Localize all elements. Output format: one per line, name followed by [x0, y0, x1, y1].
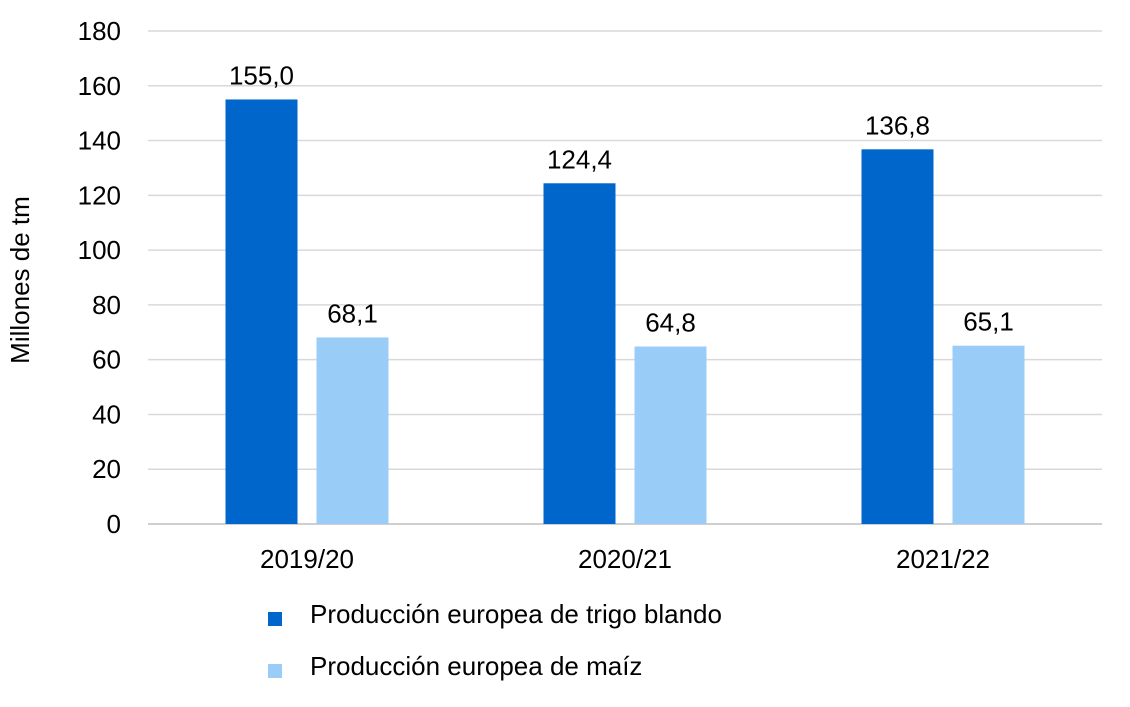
- y-tick-label: 0: [107, 509, 121, 539]
- gridlines: [148, 30, 1102, 525]
- legend-label: Producción europea de maíz: [310, 651, 642, 681]
- legend-label: Producción europea de trigo blando: [310, 599, 722, 629]
- x-tick-label: 2019/20: [260, 544, 354, 574]
- data-label: 68,1: [327, 298, 378, 328]
- y-tick-label: 80: [92, 290, 121, 320]
- x-tick-label: 2020/21: [578, 544, 672, 574]
- y-tick-label: 20: [92, 454, 121, 484]
- legend-swatch: [268, 612, 282, 626]
- y-tick-label: 120: [78, 180, 121, 210]
- x-axis-ticks: 2019/20 2020/21 2021/22: [260, 544, 990, 574]
- y-tick-label: 40: [92, 399, 121, 429]
- y-axis-ticks: 0 20 40 60 80 100 120 140 160 180: [78, 16, 121, 539]
- bar: [543, 183, 616, 524]
- bar: [225, 99, 298, 524]
- data-label: 124,4: [547, 144, 612, 174]
- data-label: 64,8: [645, 308, 696, 338]
- bars: 155,0 68,1 124,4 64,8 136,8 65,1: [225, 60, 1025, 524]
- legend: Producción europea de trigo blando Produc…: [268, 599, 722, 681]
- y-axis-label: Millones de tm: [5, 196, 35, 364]
- y-tick-label: 60: [92, 345, 121, 375]
- y-tick-label: 100: [78, 235, 121, 265]
- bar: [316, 337, 389, 524]
- y-tick-label: 140: [78, 126, 121, 156]
- bar: [634, 346, 707, 524]
- bar: [952, 345, 1025, 524]
- x-tick-label: 2021/22: [896, 544, 990, 574]
- legend-swatch: [268, 664, 282, 678]
- data-label: 136,8: [865, 110, 930, 140]
- bar: [861, 149, 934, 524]
- y-tick-label: 160: [78, 71, 121, 101]
- data-label: 155,0: [229, 60, 294, 90]
- data-label: 65,1: [963, 307, 1014, 337]
- y-tick-label: 180: [78, 16, 121, 46]
